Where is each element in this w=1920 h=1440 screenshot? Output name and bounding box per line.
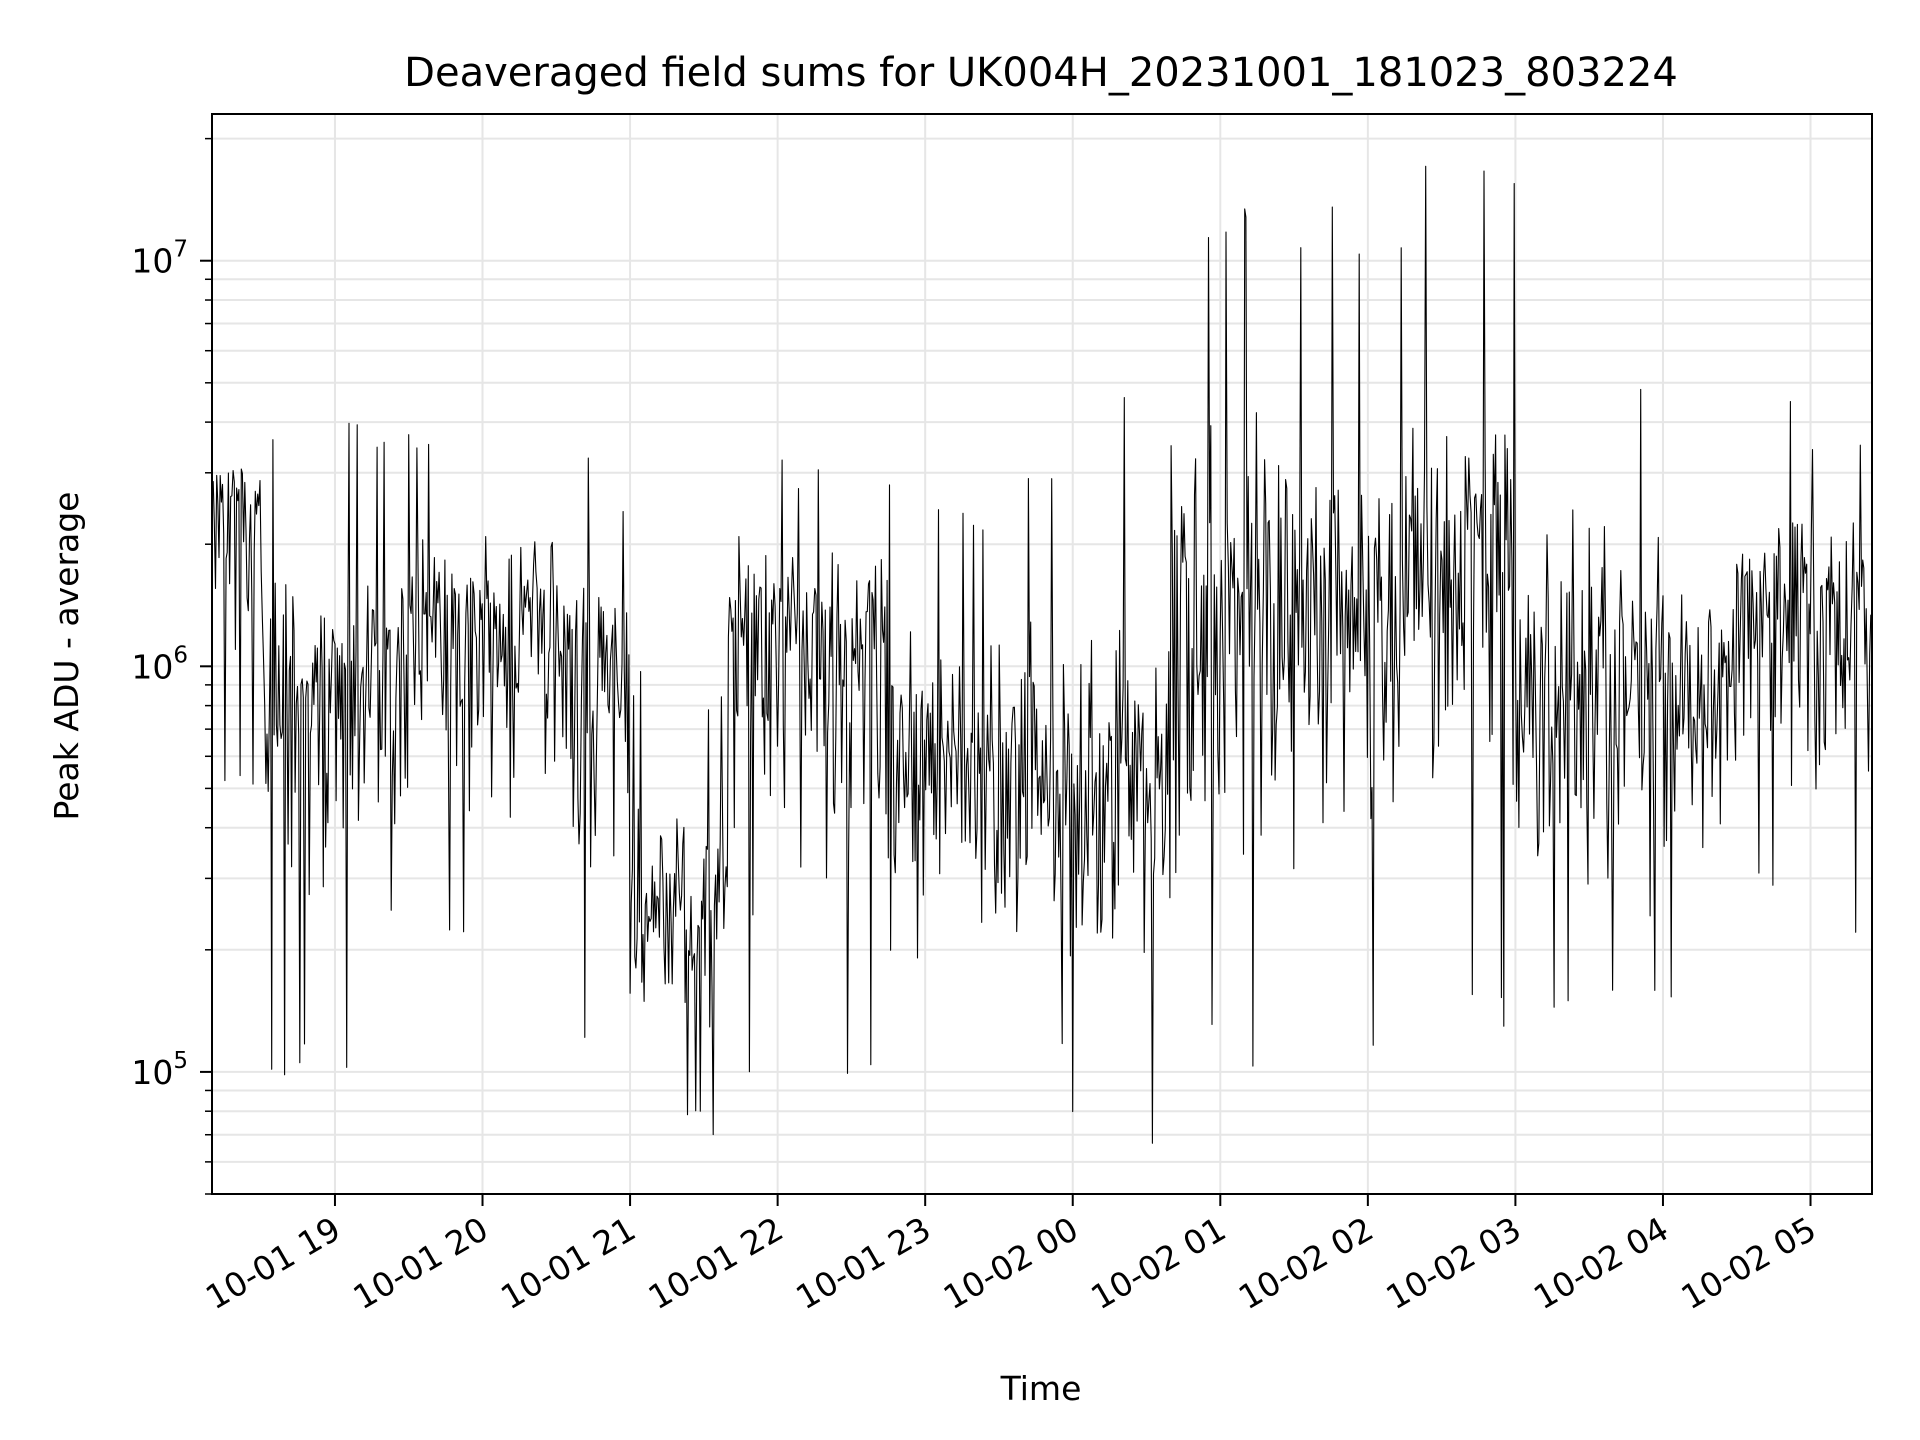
y-tick-label: 106 (131, 642, 188, 686)
y-axis: 105 106 107 (131, 137, 212, 1195)
plot-area (211, 165, 1872, 1144)
y-tick-label: 105 (131, 1048, 188, 1092)
series-line (211, 165, 1872, 1144)
axes-frame (211, 113, 1873, 1195)
x-axis-label: Time (1000, 1369, 1082, 1408)
y-tick-label: 107 (131, 237, 188, 281)
chart-title: Deaveraged field sums for UK004H_2023100… (404, 50, 1678, 96)
y-axis-label: Peak ADU - average (47, 492, 86, 821)
